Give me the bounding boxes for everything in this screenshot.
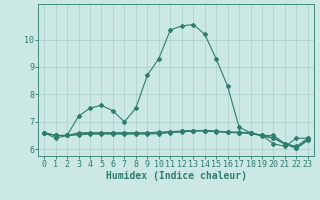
X-axis label: Humidex (Indice chaleur): Humidex (Indice chaleur) [106,171,246,181]
